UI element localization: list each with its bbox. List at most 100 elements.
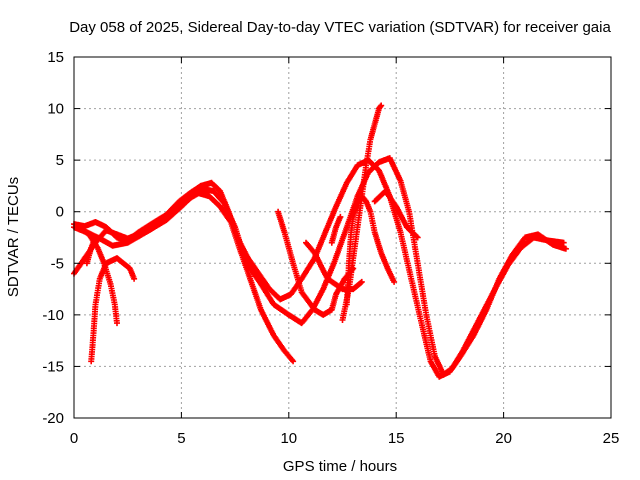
- data-point: [159, 221, 161, 223]
- data-point: [343, 277, 346, 280]
- y-tick-label: -10: [42, 307, 64, 324]
- y-tick-labels: -20 -15 -10 -5 0 5 10 15: [42, 49, 64, 427]
- y-axis-title: SDTVAR / TECUs: [5, 177, 22, 297]
- y-tick-label: 15: [47, 49, 64, 66]
- data-point: [350, 231, 352, 234]
- x-tick-label: 0: [70, 430, 78, 447]
- data-point: [562, 241, 565, 244]
- data-point: [288, 314, 290, 316]
- data-point: [330, 308, 333, 311]
- data-point: [384, 190, 387, 192]
- data-point: [498, 277, 501, 280]
- x-tick-label: 25: [603, 430, 620, 447]
- data-point: [199, 185, 202, 187]
- data-point: [300, 291, 303, 293]
- data-point: [111, 244, 114, 247]
- data-point: [399, 231, 402, 234]
- data-point: [356, 164, 359, 167]
- data-point: [260, 308, 262, 311]
- data-point: [176, 205, 178, 208]
- data-point: [552, 243, 554, 246]
- y-tick-label: 0: [56, 204, 64, 221]
- data-point: [373, 231, 376, 234]
- data-point: [369, 138, 372, 141]
- data-point: [133, 277, 135, 280]
- series-track-12: [328, 213, 344, 246]
- data-point: [283, 231, 286, 234]
- data-point: [335, 205, 337, 208]
- chart-title: Day 058 of 2025, Sidereal Day-to-day VTE…: [69, 19, 611, 36]
- data-point: [116, 322, 118, 324]
- series-track-11: [371, 188, 421, 241]
- data-point: [524, 236, 526, 239]
- data-point: [395, 205, 398, 208]
- data-point: [277, 210, 279, 213]
- data-point: [94, 236, 97, 239]
- data-point: [202, 188, 204, 190]
- data-point: [378, 107, 380, 110]
- data-point: [386, 267, 389, 270]
- data-point: [116, 257, 118, 259]
- data-point: [292, 262, 294, 265]
- x-tick-label: 15: [388, 430, 405, 447]
- data-point: [365, 200, 367, 203]
- data-point: [129, 267, 131, 270]
- data-point: [369, 210, 372, 213]
- data-point: [105, 229, 108, 232]
- data-point: [378, 161, 380, 164]
- data-point: [109, 283, 112, 285]
- data-point: [399, 179, 402, 182]
- data-point: [260, 283, 262, 285]
- data-point: [300, 322, 303, 324]
- data-point: [290, 293, 292, 296]
- data-point: [356, 195, 359, 198]
- data-point: [434, 355, 436, 357]
- data-point: [380, 252, 382, 254]
- data-point: [472, 334, 475, 337]
- data-point: [438, 375, 440, 378]
- data-point: [227, 210, 230, 213]
- data-point: [77, 226, 80, 228]
- x-tick-label: 10: [280, 430, 297, 447]
- data-point: [197, 192, 200, 194]
- data-point: [86, 262, 88, 265]
- data-point: [352, 257, 355, 259]
- data-point: [257, 272, 260, 275]
- data-point: [141, 231, 144, 234]
- data-point: [335, 226, 337, 228]
- data-point: [378, 169, 380, 172]
- data-point: [96, 247, 99, 249]
- data-point: [105, 262, 108, 265]
- data-point: [356, 202, 359, 205]
- data-point: [94, 303, 97, 306]
- x-tick-label: 20: [495, 430, 512, 447]
- data-point: [373, 200, 376, 203]
- data-point: [98, 277, 101, 280]
- data-point: [268, 288, 271, 290]
- data-point: [330, 241, 333, 244]
- data-point: [429, 360, 432, 363]
- data-point: [333, 262, 335, 265]
- data-point: [356, 226, 359, 228]
- data-point: [537, 233, 539, 236]
- series-track-6: [88, 255, 138, 365]
- data-point: [212, 190, 215, 192]
- data-point: [352, 216, 355, 218]
- data-points: [71, 102, 569, 380]
- data-point: [339, 216, 342, 218]
- data-point: [219, 190, 221, 192]
- data-point: [238, 247, 241, 249]
- data-point: [459, 355, 462, 357]
- data-point: [83, 257, 86, 259]
- y-tick-label: 5: [56, 152, 64, 169]
- data-point: [425, 314, 428, 316]
- data-point: [361, 195, 363, 198]
- x-axis-title: GPS time / hours: [283, 458, 397, 475]
- data-point: [326, 277, 329, 280]
- data-point: [90, 360, 92, 363]
- data-point: [83, 225, 86, 227]
- data-point: [416, 236, 419, 239]
- data-point: [116, 233, 118, 236]
- data-point: [88, 233, 90, 236]
